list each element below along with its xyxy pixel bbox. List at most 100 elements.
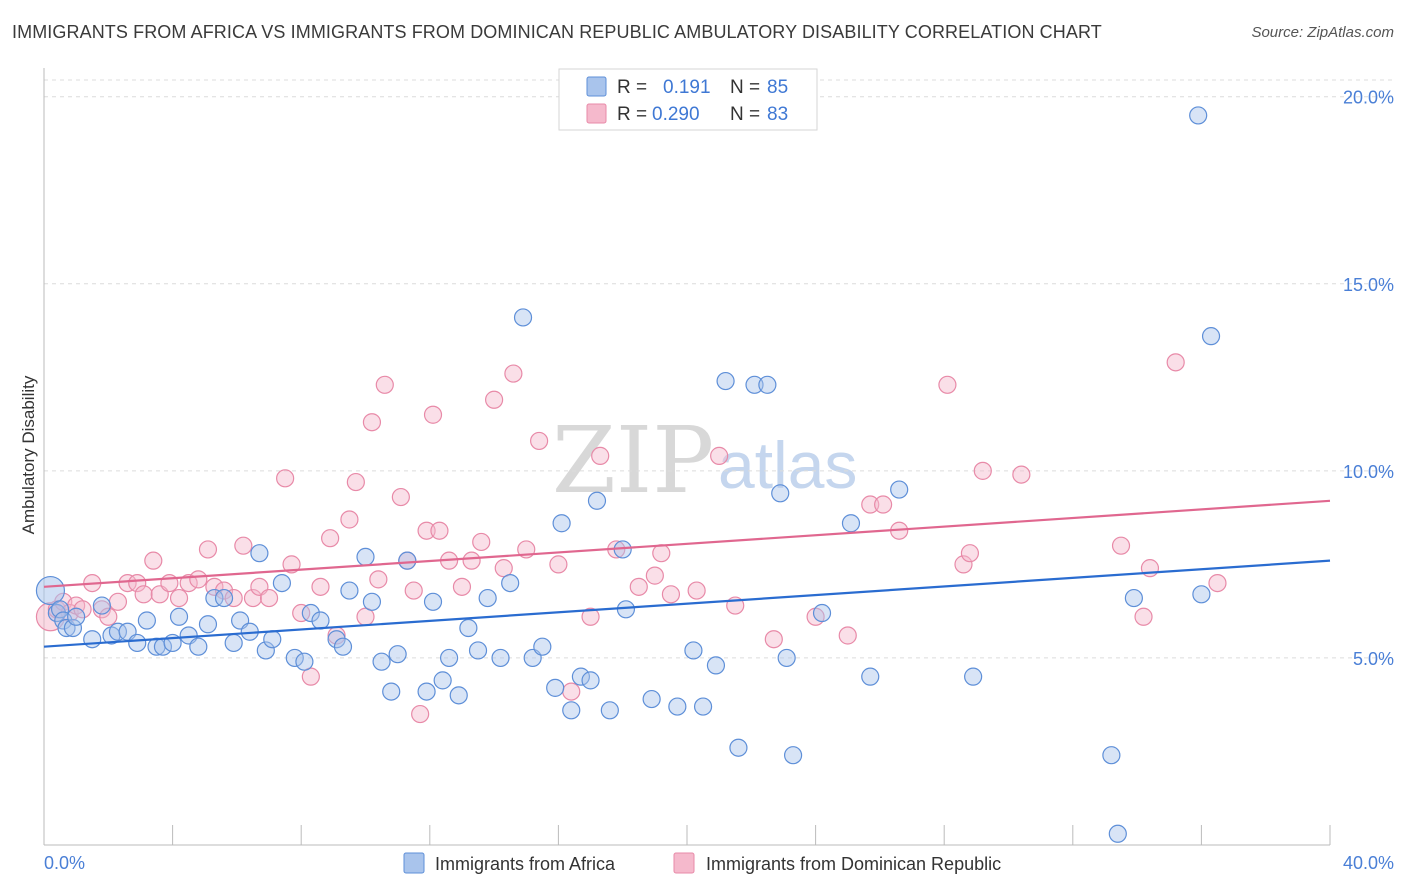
africa-point xyxy=(1192,585,1211,604)
africa-point xyxy=(562,701,581,720)
africa-point xyxy=(783,746,803,765)
africa-point xyxy=(295,652,314,671)
dominican-point xyxy=(549,555,568,574)
x-tick-label-max: 40.0% xyxy=(1343,853,1394,873)
africa-point xyxy=(198,615,218,634)
africa-point xyxy=(841,514,861,533)
africa-point xyxy=(513,308,533,327)
dominican-point xyxy=(423,405,443,424)
dominican-trend-line xyxy=(43,499,1331,588)
africa-point xyxy=(587,491,607,510)
africa-point xyxy=(812,603,832,623)
dominican-point xyxy=(645,566,664,585)
africa-point xyxy=(468,641,488,660)
africa-point xyxy=(382,682,401,701)
africa-point xyxy=(706,656,726,675)
africa-point xyxy=(214,588,234,608)
africa-point xyxy=(729,738,748,757)
dominican-point xyxy=(108,592,128,611)
africa-point xyxy=(771,484,790,503)
grid-lines xyxy=(44,79,1394,659)
dominican-point xyxy=(417,521,436,540)
bottom-legend-swatch-dominican xyxy=(673,852,695,874)
dominican-point xyxy=(485,390,504,409)
y-tick-label: 10.0% xyxy=(1343,462,1394,482)
africa-point xyxy=(137,611,156,630)
dominican-point xyxy=(321,529,340,548)
dominican-point xyxy=(375,375,394,394)
africa-point xyxy=(388,645,407,664)
dominican-point xyxy=(973,461,992,480)
africa-point xyxy=(745,375,764,394)
dominican-point xyxy=(494,559,513,578)
africa-point xyxy=(423,592,443,611)
dominican-point xyxy=(179,573,198,593)
africa-point xyxy=(716,371,735,391)
africa-point xyxy=(501,573,520,593)
dominican-point xyxy=(1012,465,1031,484)
africa-point xyxy=(250,544,269,563)
africa-point xyxy=(964,667,983,686)
africa-point xyxy=(189,637,208,656)
bottom-legend-swatch-africa xyxy=(403,852,425,874)
africa-trend-line xyxy=(43,559,1331,648)
legend-n-value-africa: 85 xyxy=(767,77,788,98)
legend-swatch-dominican xyxy=(586,103,607,124)
africa-point xyxy=(333,637,353,656)
top-legend: R = 0.191 N = 85 R = 0.290 N = 83 xyxy=(558,68,818,131)
dominican-point xyxy=(1134,607,1153,626)
africa-point xyxy=(63,618,83,638)
dominican-point xyxy=(169,588,189,608)
africa-point xyxy=(301,603,320,623)
dominican-point xyxy=(369,570,388,589)
dominican-point xyxy=(838,626,857,645)
africa-point xyxy=(533,637,552,656)
dominican-point xyxy=(462,551,481,570)
africa-points xyxy=(35,106,1221,843)
legend-r-value-africa: 0.191 xyxy=(663,77,711,98)
africa-point xyxy=(439,648,459,668)
dominican-point xyxy=(234,536,253,555)
dominican-point xyxy=(292,603,311,623)
watermark-zip: ZIP xyxy=(552,407,714,514)
dominican-point xyxy=(391,487,410,507)
y-tick-label: 20.0% xyxy=(1343,88,1394,108)
africa-point xyxy=(50,600,70,619)
africa-point xyxy=(256,641,275,660)
dominican-point xyxy=(710,446,729,465)
africa-point xyxy=(372,652,391,671)
dominican-point xyxy=(661,585,681,604)
africa-point xyxy=(546,678,565,697)
africa-point xyxy=(1102,746,1121,765)
legend-r-label-africa: R = xyxy=(617,77,647,98)
africa-point xyxy=(552,514,571,533)
africa-point xyxy=(340,581,359,600)
dominican-point xyxy=(144,551,163,570)
africa-point xyxy=(327,630,346,649)
dominican-point xyxy=(282,555,301,574)
dominican-point xyxy=(452,577,472,596)
dominican-point xyxy=(652,544,671,563)
dominican-point xyxy=(1111,536,1131,555)
africa-point xyxy=(777,648,796,668)
dominican-point xyxy=(591,446,610,465)
dominican-point xyxy=(504,364,523,383)
legend-swatch-africa xyxy=(586,76,607,97)
dominican-point xyxy=(340,510,359,529)
dominican-point xyxy=(938,375,957,394)
africa-point xyxy=(758,375,777,394)
africa-point xyxy=(205,588,224,608)
dominican-point xyxy=(861,495,880,514)
dominican-point xyxy=(243,588,263,608)
legend-r-value-dominican: 0.290 xyxy=(652,104,700,125)
africa-point xyxy=(1189,106,1208,125)
africa-point xyxy=(1108,824,1127,843)
bottom-legend-label-dominican: Immigrants from Dominican Republic xyxy=(706,854,1001,874)
dominican-point xyxy=(346,472,365,492)
y-tick-labels: 5.0% 10.0% 15.0% 20.0% xyxy=(1343,88,1394,669)
africa-point xyxy=(1201,327,1221,346)
source-label: Source: ZipAtlas.com xyxy=(1251,24,1394,41)
x-tick-label-min: 0.0% xyxy=(44,853,85,873)
dominican-point xyxy=(214,581,234,600)
